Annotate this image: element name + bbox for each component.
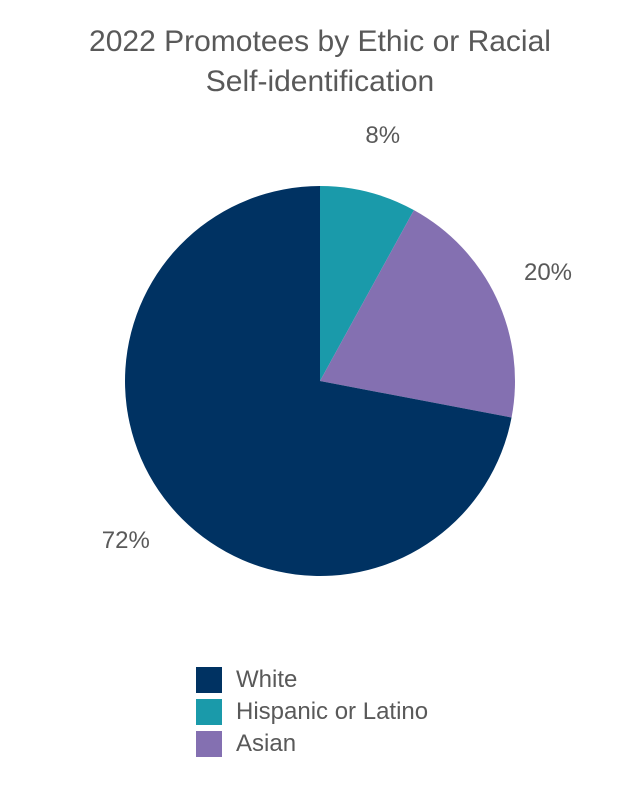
legend-swatch-hispanic-or-latino xyxy=(196,699,222,725)
data-label-hispanic-or-latino: 8% xyxy=(365,122,400,149)
legend-item-white[interactable]: White xyxy=(196,664,428,696)
legend: White Hispanic or Latino Asian xyxy=(196,664,428,760)
legend-swatch-white xyxy=(196,667,222,693)
chart-title-line-1: 2022 Promotees by Ethic or Racial xyxy=(89,25,551,58)
pie-slice-hispanic-or-latino[interactable] xyxy=(320,186,414,381)
pie-slice-white[interactable] xyxy=(125,186,512,576)
legend-label-asian: Asian xyxy=(236,730,297,757)
legend-label-hispanic-or-latino: Hispanic or Latino xyxy=(236,698,429,725)
legend-label-white: White xyxy=(236,666,298,693)
legend-item-hispanic-or-latino[interactable]: Hispanic or Latino xyxy=(196,696,428,728)
pie-chart: 8% 20% 72% xyxy=(102,122,572,576)
data-label-white: 72% xyxy=(102,527,150,554)
pie-data-labels: 8% 20% 72% xyxy=(102,122,572,554)
pie-slices xyxy=(125,186,516,576)
chart-title-line-2: Self-identification xyxy=(205,65,435,98)
legend-swatch-asian xyxy=(196,731,222,757)
chart-title: 2022 Promotees by Ethic or Racial Self-i… xyxy=(0,22,640,102)
legend-item-asian[interactable]: Asian xyxy=(196,728,428,760)
data-label-asian: 20% xyxy=(524,259,572,286)
pie-slice-asian[interactable] xyxy=(320,210,516,418)
